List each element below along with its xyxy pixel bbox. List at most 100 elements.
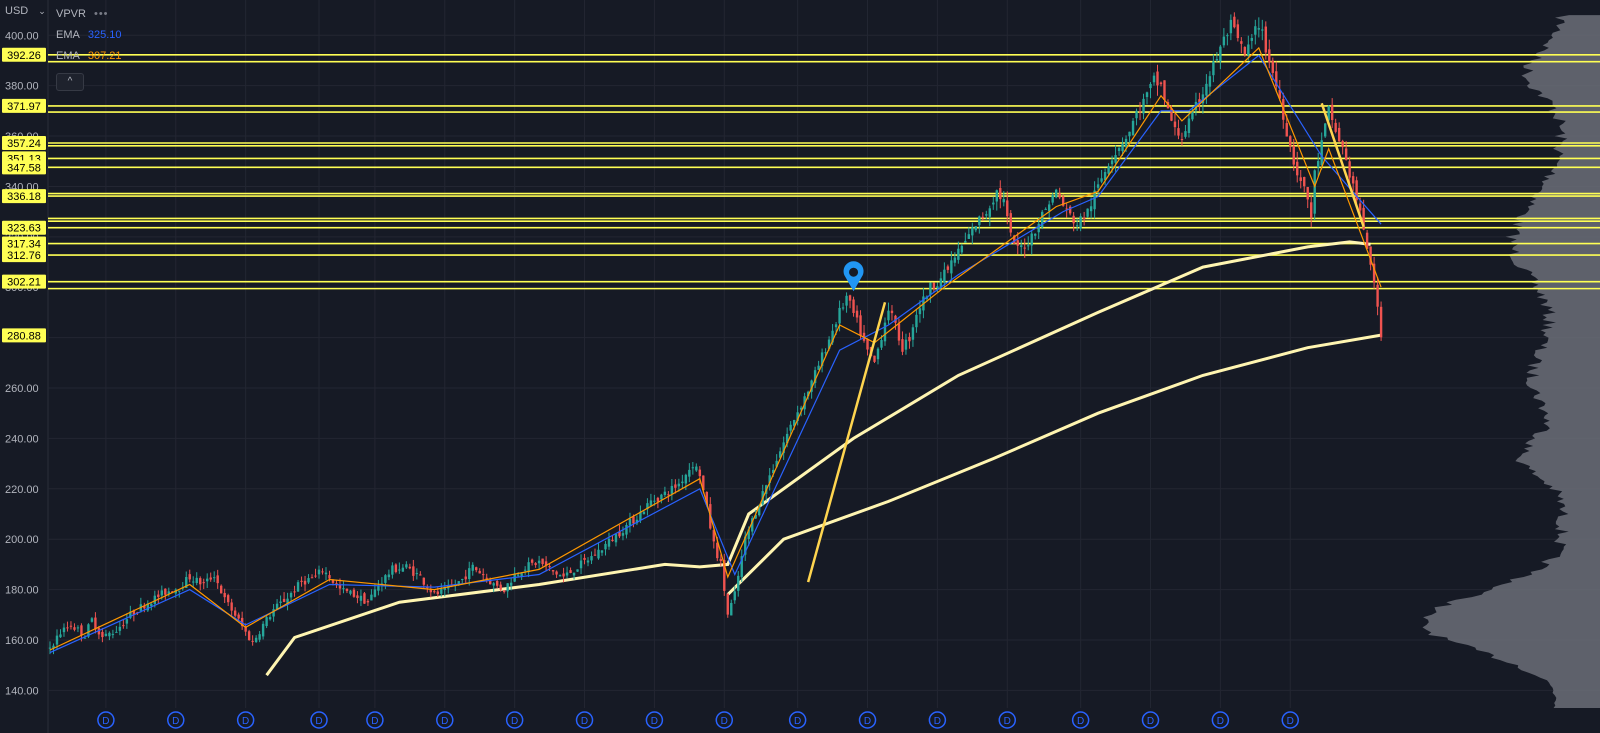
candle-body <box>405 564 408 568</box>
candle-body <box>527 562 530 572</box>
candle-body <box>1205 83 1208 96</box>
candle-body <box>775 460 778 467</box>
dividend-marker[interactable]: D <box>1071 711 1090 729</box>
candle-body <box>310 577 314 579</box>
dividend-marker[interactable]: D <box>788 711 807 729</box>
dividend-marker[interactable]: D <box>97 711 115 729</box>
candle-body <box>848 295 852 301</box>
candle-body <box>495 580 499 586</box>
dividend-marker[interactable]: D <box>310 711 328 729</box>
candle-body <box>1289 136 1292 147</box>
candle-body <box>530 559 534 563</box>
candle-body <box>855 310 859 318</box>
candle-body <box>751 518 754 532</box>
trend-line[interactable] <box>806 302 887 583</box>
candle-body <box>1187 118 1191 134</box>
candle-body <box>1208 76 1212 87</box>
dividend-marker[interactable]: D <box>1141 711 1160 729</box>
level-label-text: 323.63 <box>7 223 41 235</box>
candle-body <box>1114 155 1117 163</box>
more-options-icon[interactable]: ••• <box>93 8 109 20</box>
candle-body <box>1103 172 1107 181</box>
trend-line[interactable] <box>1320 102 1365 228</box>
horizontal-levels[interactable] <box>48 53 1600 290</box>
indicator-legend: VPVR ••• EMA 325.10 EMA 307.21 <box>56 4 122 67</box>
candle-body <box>838 307 841 324</box>
dividend-marker[interactable]: D <box>236 711 255 729</box>
candle-body <box>1261 29 1264 31</box>
price-tick-label: 220.00 <box>5 484 39 496</box>
trend-lines[interactable] <box>806 102 1365 583</box>
candle-body <box>1243 47 1247 55</box>
legend-row-ema-2[interactable]: EMA 307.21 <box>56 46 122 67</box>
candle-body <box>971 227 974 236</box>
candle-body <box>537 560 541 564</box>
candle-body <box>188 574 191 580</box>
dividend-marker[interactable]: D <box>436 711 454 729</box>
candle-body <box>192 581 195 583</box>
candle-body <box>586 560 590 563</box>
candle-body <box>1317 161 1320 168</box>
dividend-marker-circle <box>366 711 384 729</box>
candle-body <box>607 538 611 547</box>
candle-body <box>810 380 813 392</box>
candle-body <box>880 340 883 348</box>
candle-body <box>370 594 373 601</box>
candle-body <box>1138 111 1142 113</box>
dividend-marker[interactable]: D <box>575 711 594 729</box>
candle-body <box>1369 246 1372 265</box>
currency-selector[interactable]: USD ⌄ <box>5 5 46 17</box>
candle-body <box>1299 177 1302 181</box>
dividend-marker[interactable]: D <box>998 711 1017 729</box>
dividend-marker[interactable]: D <box>715 711 734 729</box>
candle-body <box>230 602 233 611</box>
candle-body <box>502 590 506 593</box>
level-label-text: 280.88 <box>7 330 41 342</box>
candle-body <box>293 591 296 593</box>
candle-body <box>76 627 80 629</box>
dividend-marker[interactable]: D <box>366 711 384 729</box>
candle-body <box>789 424 792 431</box>
legend-row-vpvr[interactable]: VPVR ••• <box>56 4 122 25</box>
dividend-marker[interactable]: D <box>1211 711 1230 729</box>
candle-body <box>1016 240 1019 246</box>
collapse-legend-button[interactable]: ^ <box>56 73 84 91</box>
candle-body <box>939 278 943 288</box>
candle-body <box>967 234 971 239</box>
candle-body <box>1002 199 1005 203</box>
candle-body <box>960 245 964 253</box>
dividend-marker[interactable]: D <box>505 711 524 729</box>
dividend-marker-circle <box>928 711 947 729</box>
candle-body <box>681 481 684 484</box>
dividend-marker[interactable]: D <box>167 711 185 729</box>
candle-body <box>296 582 300 592</box>
legend-row-ema-1[interactable]: EMA 325.10 <box>56 25 122 46</box>
dividend-marker-circle <box>310 711 328 729</box>
dividend-marker-circle <box>1141 711 1160 729</box>
dividend-marker[interactable]: D <box>928 711 947 729</box>
dividend-marker[interactable]: D <box>858 711 877 729</box>
candle-body <box>677 483 681 487</box>
candle-body <box>1156 71 1159 86</box>
candle-body <box>1201 94 1205 104</box>
candle-body <box>1075 225 1079 227</box>
candle-body <box>1100 178 1103 182</box>
dividend-marker-label: D <box>794 716 801 727</box>
location-pin-icon[interactable] <box>843 261 864 292</box>
ema-2-label: EMA <box>56 50 80 62</box>
candle-body <box>73 627 76 630</box>
candle-body <box>1093 190 1096 210</box>
candle-body <box>642 511 646 515</box>
candle-body <box>492 583 495 586</box>
dividend-marker[interactable]: D <box>1281 711 1300 729</box>
candle-body <box>1184 131 1187 137</box>
candle-body <box>604 543 607 550</box>
candle-body <box>806 391 810 397</box>
candle-body <box>226 595 230 603</box>
candle-body <box>237 614 240 619</box>
candle-body <box>579 560 583 569</box>
dividend-marker[interactable]: D <box>645 711 664 729</box>
level-label-bg <box>2 220 46 235</box>
